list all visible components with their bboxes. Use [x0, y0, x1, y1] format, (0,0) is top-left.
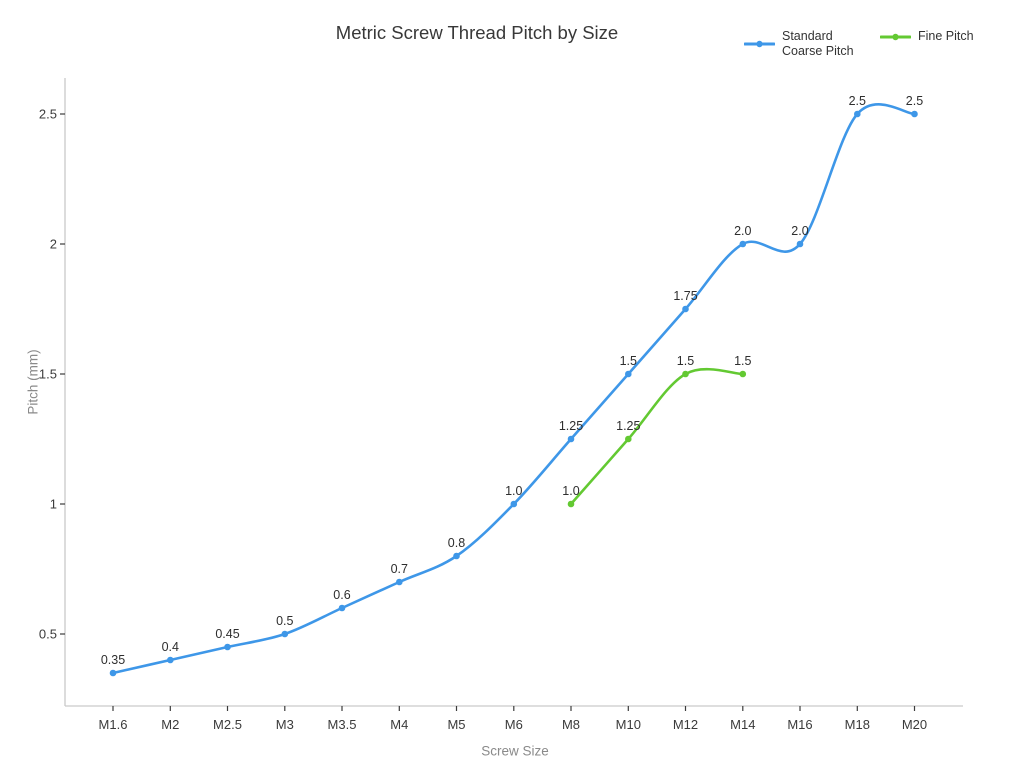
x-tick-label: M2: [161, 717, 179, 732]
legend-line-marker-icon: [880, 33, 911, 40]
data-point-label: 0.7: [391, 562, 408, 576]
data-point-label: 1.25: [559, 419, 583, 433]
x-tick-label: M10: [616, 717, 641, 732]
data-point-label: 2.0: [791, 224, 808, 238]
data-point-label: 2.5: [906, 94, 923, 108]
data-point-marker-standard-coarse-pitch[interactable]: [167, 656, 174, 664]
x-tick-label: M8: [562, 717, 580, 732]
x-tick-label: M5: [447, 717, 465, 732]
data-point-label: 1.0: [505, 484, 522, 498]
data-point-marker-standard-coarse-pitch[interactable]: [510, 500, 518, 508]
chart-title: Metric Screw Thread Pitch by Size: [335, 22, 619, 43]
data-point-label: 1.5: [620, 354, 637, 368]
series-line-standard-coarse-pitch: [111, 103, 916, 675]
y-tick-label: 2.5: [39, 107, 57, 122]
x-tick-label: M3.5: [328, 717, 357, 732]
y-tick-label: 1.5: [39, 367, 57, 382]
x-tick-label: M20: [902, 717, 927, 732]
data-point-marker-standard-coarse-pitch[interactable]: [682, 305, 689, 313]
data-point-label: 1.5: [734, 354, 751, 368]
series-line-fine-pitch: [569, 367, 745, 506]
data-point-marker-standard-coarse-pitch[interactable]: [224, 643, 231, 651]
data-point-label: 1.25: [616, 419, 640, 433]
data-point-marker-standard-coarse-pitch[interactable]: [338, 604, 346, 612]
data-point-label: 2.0: [734, 224, 751, 238]
data-point-marker-standard-coarse-pitch[interactable]: [625, 370, 632, 378]
y-tick-label: 0.5: [39, 627, 57, 642]
data-point-label: 0.6: [333, 588, 350, 602]
data-point-label: 0.35: [101, 653, 125, 667]
x-axis-title: Screw Size: [481, 743, 549, 759]
data-point-marker-fine-pitch[interactable]: [625, 435, 632, 443]
x-tick-label: M16: [787, 717, 812, 732]
data-point-marker-standard-coarse-pitch[interactable]: [854, 110, 861, 118]
data-point-label: 0.4: [162, 640, 179, 654]
legend-item-standard-coarse-pitch[interactable]: Standard Coarse Pitch: [744, 29, 870, 59]
x-tick-label: M12: [673, 717, 698, 732]
x-tick-label: M14: [730, 717, 755, 732]
data-point-marker-standard-coarse-pitch[interactable]: [796, 240, 804, 248]
legend: Standard Coarse Pitch Fine Pitch: [744, 29, 974, 59]
x-tick-label: M18: [845, 717, 870, 732]
data-point-marker-standard-coarse-pitch[interactable]: [911, 110, 918, 118]
data-point-marker-fine-pitch[interactable]: [567, 500, 575, 508]
data-point-marker-fine-pitch[interactable]: [739, 370, 747, 378]
x-tick-label: M6: [505, 717, 523, 732]
x-tick-label: M4: [390, 717, 408, 732]
y-tick-label: 1: [50, 497, 57, 512]
legend-item-label: Fine Pitch: [918, 29, 974, 43]
data-point-label: 1.0: [562, 484, 579, 498]
x-tick-label: M3: [276, 717, 294, 732]
x-tick-label: M1.6: [99, 717, 128, 732]
legend-item-fine-pitch[interactable]: Fine Pitch: [880, 29, 974, 44]
data-point-label: 1.75: [673, 289, 697, 303]
data-point-label: 1.5: [677, 354, 694, 368]
data-point-label: 2.5: [849, 94, 866, 108]
data-point-marker-fine-pitch[interactable]: [682, 370, 689, 378]
data-point-marker-standard-coarse-pitch[interactable]: [281, 630, 289, 638]
data-point-marker-standard-coarse-pitch[interactable]: [396, 578, 403, 586]
legend-item-label: Standard Coarse Pitch: [782, 29, 854, 58]
y-tick-label: 2: [50, 237, 57, 252]
legend-line-marker-icon: [744, 40, 775, 48]
data-point-marker-standard-coarse-pitch[interactable]: [109, 669, 117, 677]
data-point-label: 0.5: [276, 614, 293, 628]
x-tick-label: M2.5: [213, 717, 242, 732]
data-point-marker-standard-coarse-pitch[interactable]: [567, 435, 575, 443]
data-point-marker-standard-coarse-pitch[interactable]: [739, 240, 747, 248]
data-point-marker-standard-coarse-pitch[interactable]: [453, 552, 460, 560]
data-point-label: 0.8: [448, 536, 465, 550]
data-point-label: 0.45: [215, 627, 239, 641]
y-axis-title: Pitch (mm): [25, 349, 41, 415]
